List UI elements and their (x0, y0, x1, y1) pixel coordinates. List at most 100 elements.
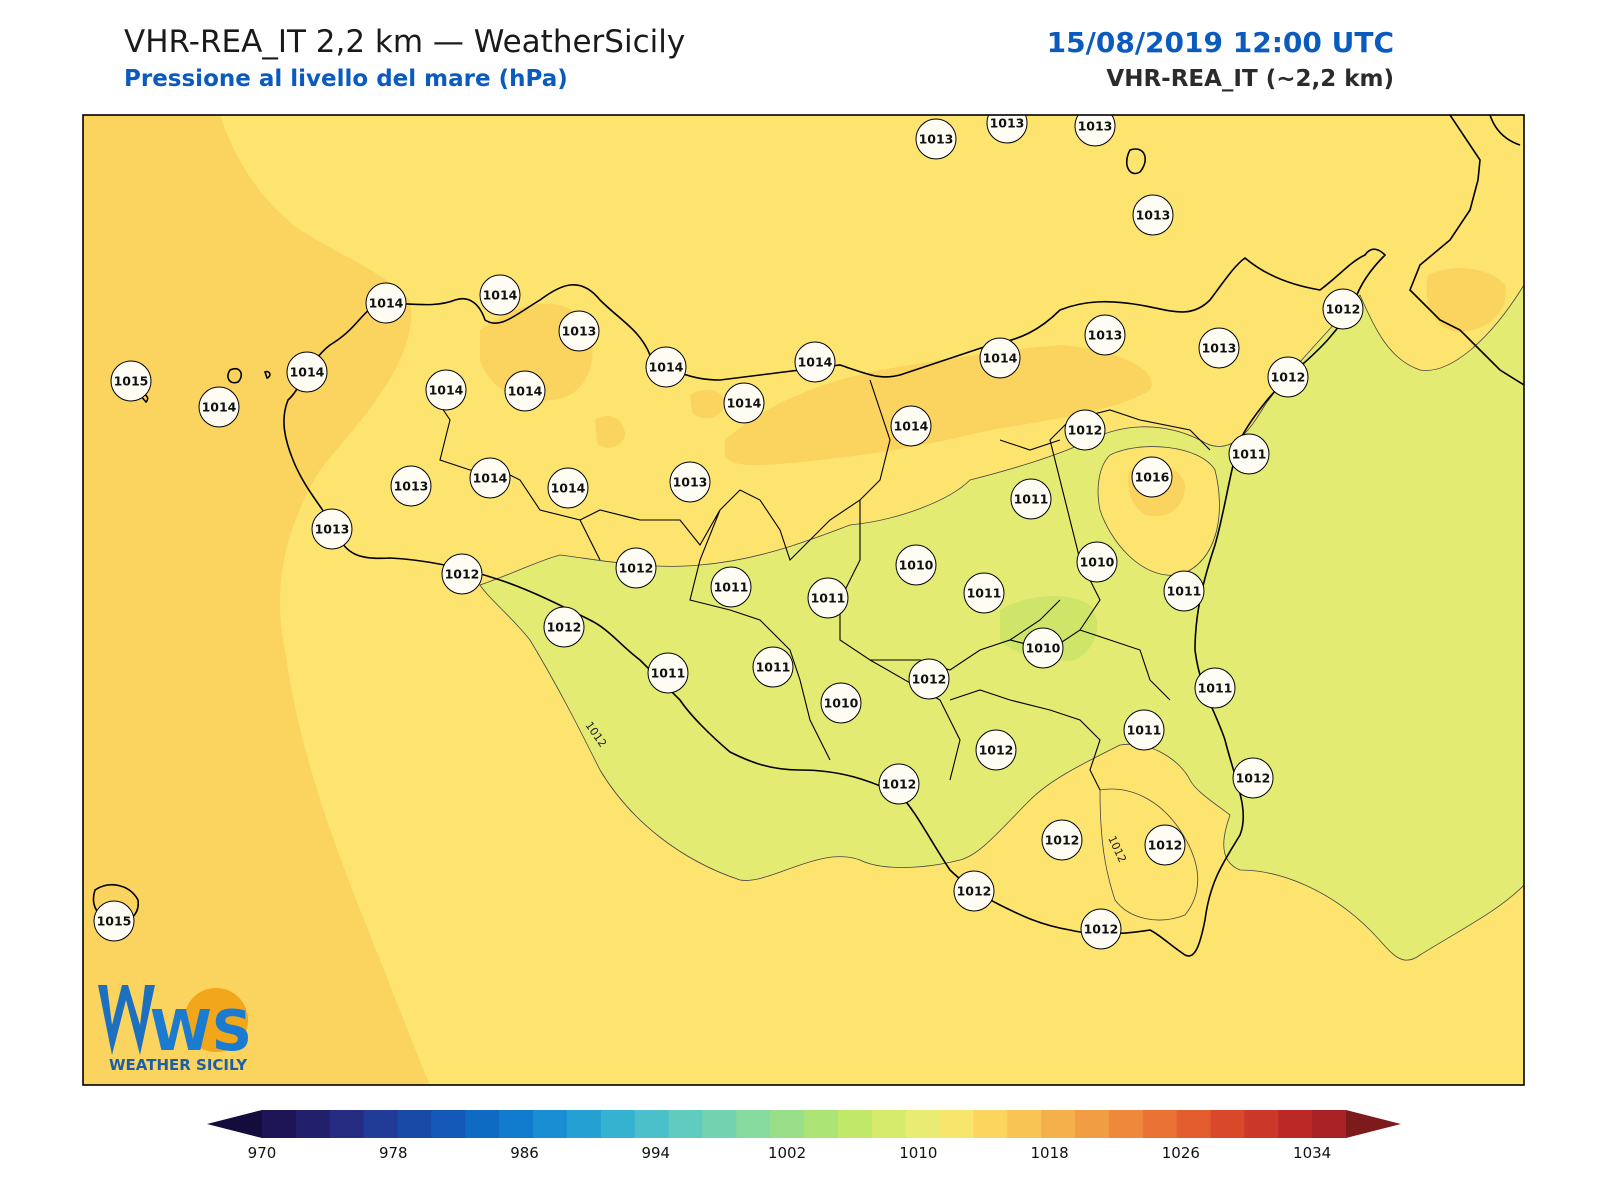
station-marker-circle (953, 870, 995, 912)
station-marker: 1012 (615, 547, 657, 589)
station-pressure-value: 1012 (1236, 771, 1271, 786)
station-marker: 1015 (93, 900, 135, 942)
colorbar-bin (804, 1110, 839, 1138)
station-pressure-value: 1014 (473, 471, 508, 486)
station-marker: 1014 (723, 382, 765, 424)
station-marker-circle (547, 467, 589, 509)
station-marker: 1011 (963, 572, 1005, 614)
station-marker: 1011 (1010, 478, 1052, 520)
colorbar-bin (329, 1110, 365, 1138)
station-marker: 1012 (1322, 288, 1364, 330)
weather-sicily-logo: WS WEATHER SICILY (98, 985, 252, 1074)
station-marker-circle (441, 553, 483, 595)
station-pressure-value: 1014 (369, 296, 404, 311)
station-marker-circle (1322, 288, 1364, 330)
station-marker: 1011 (752, 646, 794, 688)
pressure-band-west (83, 115, 430, 1085)
station-marker-circle (1194, 667, 1236, 709)
colorbar-tick-label: 1026 (1162, 1144, 1200, 1162)
station-pressure-value: 1013 (1078, 119, 1113, 134)
station-marker-circle (1228, 433, 1270, 475)
model-name: VHR-REA_IT (~2,2 km) (1106, 66, 1394, 92)
station-marker: 1011 (710, 566, 752, 608)
station-marker-circle (1064, 409, 1106, 451)
colorbar-bin (770, 1110, 805, 1138)
station-pressure-value: 1011 (1198, 681, 1233, 696)
station-marker: 1012 (1232, 757, 1274, 799)
station-marker: 1013 (390, 465, 432, 507)
coastline-layer (92, 115, 1524, 957)
colorbar-bin (1244, 1110, 1279, 1138)
station-marker-circle (365, 282, 407, 324)
station-pressure-value: 1014 (649, 360, 684, 375)
station-pressure-value: 1014 (508, 384, 543, 399)
colorbar-tick-label: 1018 (1031, 1144, 1069, 1162)
colorbar-bin (1176, 1110, 1211, 1138)
station-marker: 1013 (986, 115, 1028, 144)
station-marker-circle (558, 310, 600, 352)
station-marker: 1011 (1123, 709, 1165, 751)
station-marker: 1010 (820, 682, 862, 724)
station-marker-circle (93, 900, 135, 942)
station-pressure-value: 1011 (1167, 584, 1202, 599)
station-pressure-value: 1015 (97, 914, 132, 929)
colorbar-over-arrow (1346, 1110, 1401, 1138)
station-pressure-value: 1012 (1045, 833, 1080, 848)
station-pressure-value: 1013 (1136, 208, 1171, 223)
station-pressure-value: 1014 (290, 365, 325, 380)
station-pressure-value: 1013 (990, 116, 1025, 131)
station-marker: 1012 (1064, 409, 1106, 451)
valid-datetime: 15/08/2019 12:00 UTC (1046, 26, 1394, 59)
station-marker-circle (1084, 314, 1126, 356)
colorbar-bin (871, 1110, 907, 1138)
station-pressure-value: 1011 (714, 580, 749, 595)
colorbar-bin (939, 1110, 974, 1138)
station-pressure-value: 1011 (1127, 723, 1162, 738)
station-pressure-value: 1013 (919, 132, 954, 147)
colorbar-tick-label: 970 (248, 1144, 277, 1162)
station-marker-circle (647, 652, 689, 694)
station-pressure-value: 1013 (394, 479, 429, 494)
station-marker: 1011 (647, 652, 689, 694)
station-pressure-value: 1014 (429, 383, 464, 398)
station-marker: 1010 (895, 544, 937, 586)
station-pressure-value: 1012 (445, 567, 480, 582)
colorbar-bin (1007, 1110, 1042, 1138)
station-marker-circle (543, 606, 585, 648)
station-marker: 1012 (908, 658, 950, 700)
station-marker-circle (504, 370, 546, 412)
colorbar-bin (905, 1110, 940, 1138)
colorbar-bin (837, 1110, 873, 1138)
station-marker-circle (986, 115, 1028, 144)
station-marker: 1011 (1194, 667, 1236, 709)
colorbar-bin (1041, 1110, 1076, 1138)
station-marker: 1014 (504, 370, 546, 412)
colorbar-bin (295, 1110, 331, 1138)
station-marker: 1014 (979, 337, 1021, 379)
station-marker: 1013 (915, 118, 957, 160)
station-marker-circle (425, 369, 467, 411)
colorbar-bin (1142, 1110, 1178, 1138)
station-pressure-value: 1012 (547, 620, 582, 635)
colorbar-bin (668, 1110, 703, 1138)
station-marker-circle (1132, 194, 1174, 236)
colorbar-bin (262, 1110, 297, 1138)
station-marker: 1015 (110, 360, 152, 402)
station-marker: 1012 (1080, 908, 1122, 950)
station-pressure-value: 1013 (1202, 341, 1237, 356)
station-marker-circle (878, 763, 920, 805)
station-pressure-value: 1013 (673, 475, 708, 490)
station-pressure-value: 1016 (1135, 470, 1170, 485)
station-marker: 1011 (1228, 433, 1270, 475)
station-pressure-value: 1012 (619, 561, 654, 576)
station-pressure-value: 1012 (1326, 302, 1361, 317)
station-marker-circle (820, 682, 862, 724)
station-marker-circle (1232, 757, 1274, 799)
colorbar-bin (634, 1110, 669, 1138)
pressure-patch-north-4 (690, 389, 725, 419)
colorbar-bin (1210, 1110, 1245, 1138)
colorbar-tick-label: 994 (641, 1144, 670, 1162)
colorbar-bin (431, 1110, 466, 1138)
station-marker: 1014 (890, 405, 932, 447)
station-marker: 1012 (1144, 824, 1186, 866)
